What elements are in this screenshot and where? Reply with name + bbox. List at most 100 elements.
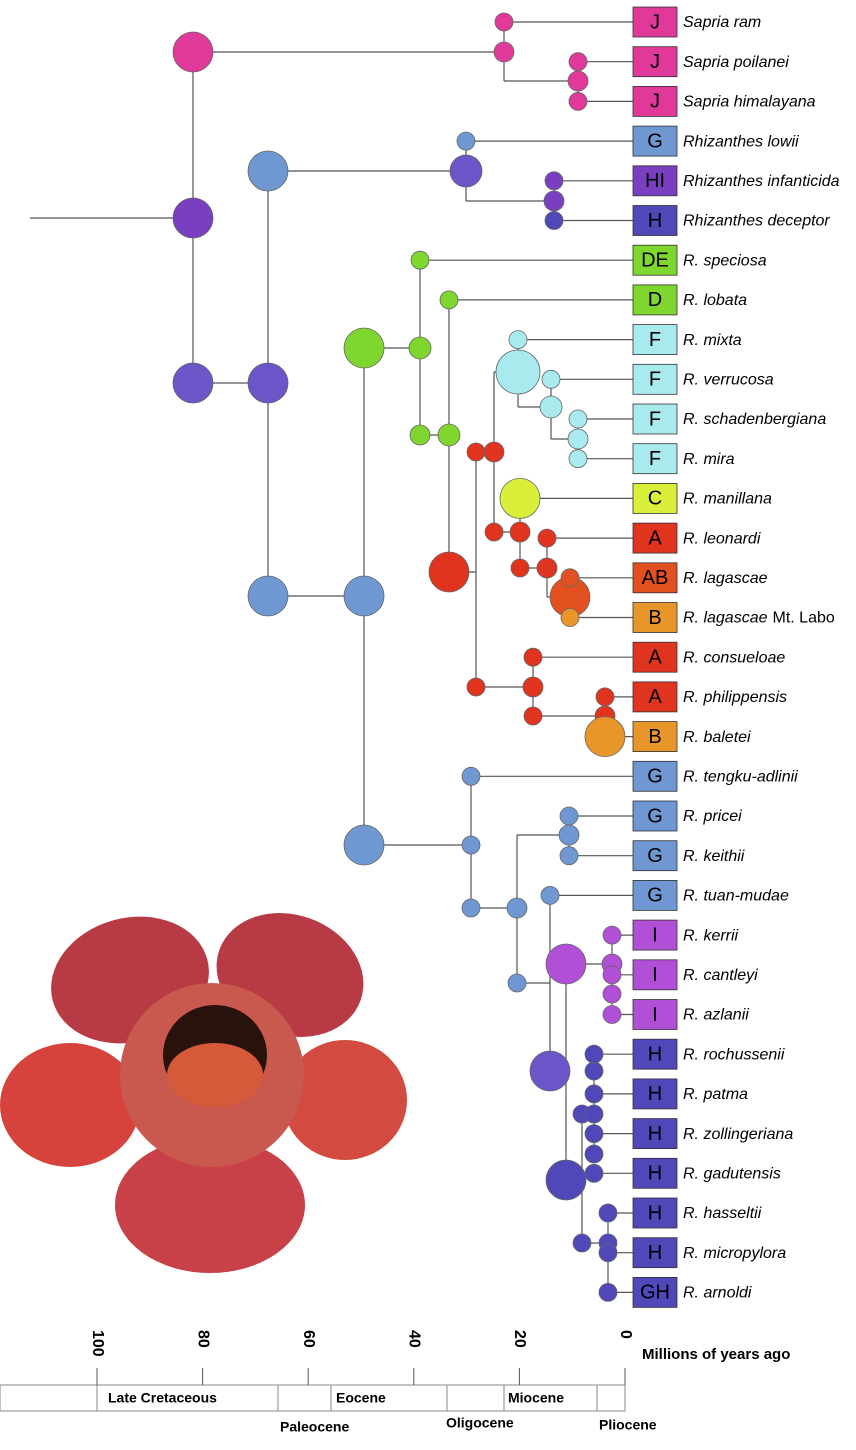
area-code-box <box>632 919 678 951</box>
taxon-name: R. micropylora <box>683 1245 786 1262</box>
taxon-name: R. philippensis <box>683 689 787 706</box>
ancestral-state-node <box>584 1061 604 1081</box>
area-code: H <box>648 210 662 232</box>
area-code-box <box>632 959 678 991</box>
ancestral-state-node <box>584 1163 604 1183</box>
ancestral-state-node <box>484 522 504 542</box>
area-code-box <box>632 641 678 673</box>
area-code-box <box>632 86 678 117</box>
ancestral-state-node <box>598 1243 618 1263</box>
ancestral-state-node <box>537 528 557 548</box>
area-code: I <box>652 1004 658 1026</box>
area-code: H <box>648 1242 662 1264</box>
tree-branches <box>30 12 633 1302</box>
ancestral-state-node <box>522 676 544 698</box>
ancestral-state-node <box>408 336 432 360</box>
area-code-box <box>632 1237 678 1269</box>
ancestral-state-node <box>568 409 588 429</box>
ancestral-state-node <box>529 1050 571 1092</box>
taxon-name: R. manillana <box>683 491 772 508</box>
area-code: HI <box>645 170 665 192</box>
epoch-label: Miocene <box>508 1390 564 1406</box>
ancestral-state-node <box>523 647 543 667</box>
taxon-name: R. tuan-mudae <box>683 888 789 905</box>
tick-label: 80 <box>194 1330 211 1348</box>
taxon-name: R. baletei <box>683 729 751 746</box>
taxon-name: R. pricei <box>683 808 742 825</box>
area-code-box <box>632 1118 678 1149</box>
ancestral-state-node <box>172 362 214 404</box>
area-code: I <box>652 924 658 946</box>
tick-label: 60 <box>300 1330 317 1348</box>
ancestral-state-node <box>437 423 461 447</box>
taxon-name: R. gadutensis <box>683 1166 781 1183</box>
ancestral-state-node <box>428 551 470 593</box>
area-code-box <box>632 324 678 356</box>
area-code-box <box>632 880 678 911</box>
ancestral-state-node <box>559 806 579 826</box>
ancestral-state-node <box>461 766 481 786</box>
ancestral-state-node <box>493 41 515 63</box>
ancestral-state-node <box>439 290 459 310</box>
ancestral-state-node <box>602 925 622 945</box>
ancestral-state-node <box>602 965 622 985</box>
area-code-box <box>632 840 678 872</box>
taxon-name: Sapria poilanei <box>683 54 789 71</box>
ancestral-state-node <box>559 846 579 866</box>
ancestral-state-node <box>508 330 528 350</box>
ancestral-state-node <box>495 349 541 395</box>
area-code-box <box>632 46 678 78</box>
ancestral-state-node <box>560 568 580 588</box>
ancestral-state-node <box>507 973 527 993</box>
ancestral-state-node <box>584 1144 604 1164</box>
taxon-name: Rhizanthes deceptor <box>683 213 830 230</box>
area-code: G <box>647 130 663 152</box>
area-code: G <box>647 805 663 827</box>
ancestral-state-node <box>568 449 588 469</box>
taxon-name: R. hasseltii <box>683 1205 762 1222</box>
ancestral-state-node <box>567 70 589 92</box>
tick-label: 0 <box>617 1330 634 1339</box>
taxon-name: R. rochussenii <box>683 1046 785 1063</box>
taxon-name: R. leonardi <box>683 530 761 547</box>
area-code: A <box>648 527 662 549</box>
ancestral-state-node <box>568 92 588 111</box>
taxon-name: R. patma <box>683 1086 748 1103</box>
area-code: J <box>650 91 660 113</box>
ancestral-state-node <box>567 428 589 450</box>
taxon-name: Sapria ram <box>683 14 761 31</box>
ancestral-state-node <box>456 131 476 151</box>
taxon-name: R. lobata <box>683 292 747 309</box>
area-code-box <box>632 760 678 792</box>
taxon-locality: Mt. Labo <box>773 610 835 627</box>
area-code-box <box>632 1197 678 1229</box>
ancestral-state-node <box>545 943 587 985</box>
area-code: F <box>649 448 661 470</box>
ancestral-state-node <box>247 362 289 404</box>
ancestral-state-node <box>545 1159 587 1201</box>
ancestral-state-node <box>560 608 580 627</box>
area-code-box <box>632 562 678 594</box>
ancestral-state-node <box>466 442 486 462</box>
area-code: F <box>649 408 661 430</box>
area-code-box <box>632 1078 678 1110</box>
area-code: B <box>648 607 661 629</box>
ancestral-state-node <box>536 557 558 579</box>
taxon-name: R. tengku-adlinii <box>683 769 798 786</box>
area-code-box <box>632 1038 678 1070</box>
tick-label: 40 <box>406 1330 423 1348</box>
area-code-box <box>632 1157 678 1189</box>
area-code: H <box>648 1083 662 1105</box>
taxon-name: R. keithii <box>683 848 745 865</box>
ancestral-state-node <box>540 886 560 905</box>
area-code: G <box>647 845 663 867</box>
ancestral-state-node <box>247 575 289 617</box>
ancestral-state-node <box>483 441 505 463</box>
area-code: H <box>648 1043 662 1065</box>
taxon-name: R. azlanii <box>683 1007 749 1024</box>
epoch-bar <box>0 1384 626 1412</box>
taxon-name: R. verrucosa <box>683 372 774 389</box>
area-code: D <box>648 289 662 311</box>
taxon-name: R. lagascae <box>683 570 768 587</box>
